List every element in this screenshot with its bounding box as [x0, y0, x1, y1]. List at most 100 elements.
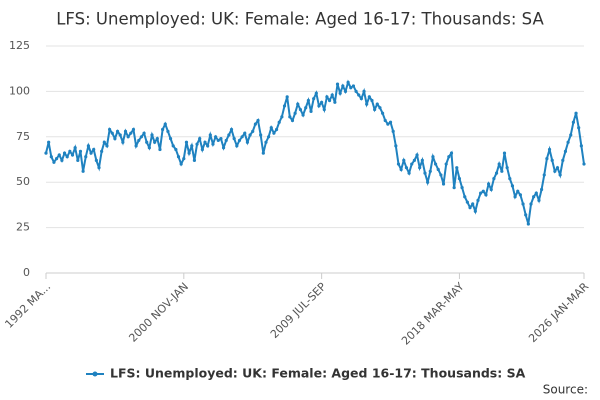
point — [532, 195, 536, 199]
point — [179, 162, 183, 166]
point — [131, 127, 136, 132]
point — [134, 144, 138, 148]
point — [526, 222, 530, 226]
point — [391, 129, 395, 133]
point — [330, 93, 334, 97]
point — [555, 166, 560, 170]
point — [94, 158, 98, 163]
point — [553, 169, 557, 173]
point — [113, 137, 117, 141]
point — [211, 142, 215, 146]
point — [304, 106, 308, 110]
point — [500, 169, 504, 173]
point — [497, 162, 501, 166]
point — [100, 149, 104, 153]
point — [359, 97, 363, 101]
point — [314, 91, 318, 95]
point — [190, 144, 194, 148]
point — [354, 89, 358, 93]
point — [62, 151, 67, 155]
point — [176, 155, 181, 159]
point — [351, 84, 356, 88]
y-tick-label: 0 — [23, 266, 30, 279]
point — [447, 155, 451, 159]
point — [378, 106, 382, 110]
point — [388, 120, 393, 124]
point — [561, 158, 565, 163]
point — [410, 162, 414, 166]
point — [373, 107, 377, 112]
point — [333, 100, 337, 104]
point — [309, 109, 313, 113]
point — [404, 166, 409, 170]
point — [166, 129, 170, 133]
point — [55, 156, 59, 161]
point — [386, 122, 390, 126]
point — [375, 102, 379, 106]
point — [547, 147, 552, 152]
point — [463, 195, 467, 199]
point — [142, 131, 146, 135]
point — [577, 126, 581, 130]
point — [208, 133, 212, 137]
point — [171, 144, 175, 148]
point — [574, 111, 578, 115]
point — [57, 153, 61, 157]
point — [479, 191, 483, 195]
point — [248, 133, 252, 137]
point — [290, 118, 295, 123]
point — [468, 206, 472, 210]
point — [198, 137, 202, 141]
point — [73, 146, 77, 150]
point — [449, 151, 454, 155]
point — [147, 146, 151, 150]
point — [420, 158, 424, 163]
point — [441, 182, 446, 186]
point — [229, 127, 234, 132]
point — [537, 198, 541, 202]
x-tick-label: 2026 JAN-MAR — [526, 280, 591, 345]
source: Source: — [543, 383, 588, 397]
point — [192, 158, 197, 163]
point — [60, 158, 64, 163]
point — [76, 158, 80, 163]
point — [370, 98, 374, 103]
point — [502, 151, 507, 155]
point — [383, 118, 387, 123]
point — [216, 138, 220, 143]
point — [473, 209, 477, 213]
point — [312, 97, 316, 101]
point — [431, 155, 435, 159]
y-tick-label: 50 — [16, 175, 30, 188]
y-tick-label: 125 — [9, 39, 30, 52]
point — [399, 167, 403, 172]
point — [298, 107, 303, 112]
x-tick-label: 2009 JUL-SEP — [268, 280, 329, 341]
point — [365, 102, 369, 106]
point — [129, 131, 133, 135]
point — [49, 155, 53, 159]
point — [529, 202, 533, 206]
point — [301, 113, 305, 117]
point — [569, 133, 573, 137]
point — [47, 140, 51, 144]
point — [102, 140, 106, 144]
point — [52, 160, 56, 164]
point — [182, 156, 186, 161]
point — [418, 166, 422, 170]
point — [105, 144, 109, 148]
point — [245, 140, 250, 144]
point — [484, 193, 488, 197]
point — [460, 186, 464, 190]
point — [267, 135, 271, 139]
point — [439, 173, 443, 177]
point — [476, 198, 480, 202]
point — [343, 89, 348, 93]
point — [92, 147, 96, 152]
point — [320, 100, 324, 104]
point — [563, 149, 568, 153]
point — [240, 135, 244, 139]
point — [486, 182, 491, 186]
point — [524, 213, 528, 217]
point — [494, 171, 499, 175]
